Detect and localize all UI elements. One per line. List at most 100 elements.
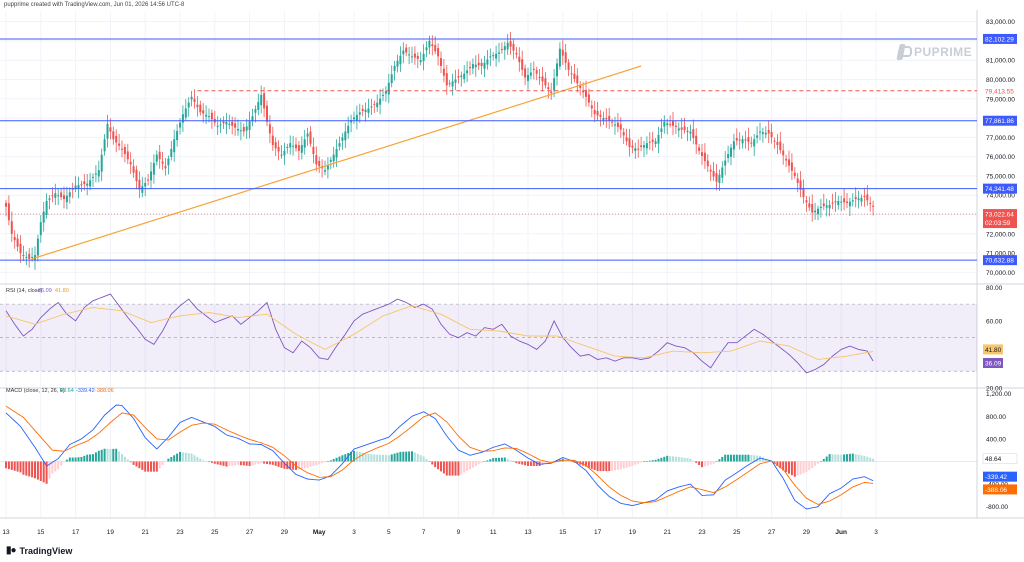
price-candle xyxy=(5,202,7,207)
macd-histogram-bar xyxy=(677,456,680,462)
macd-histogram-bar xyxy=(831,454,834,462)
price-candle xyxy=(57,195,60,197)
macd-histogram-bar xyxy=(22,461,25,475)
price-candle xyxy=(532,68,535,70)
price-level-label: 70,632.88 xyxy=(985,258,1014,265)
macd-histogram-bar xyxy=(669,456,672,462)
price-candle xyxy=(7,203,10,221)
macd-histogram-bar xyxy=(431,461,434,465)
macd-histogram-bar xyxy=(680,457,683,462)
price-candle xyxy=(97,170,100,177)
macd-histogram-bar xyxy=(869,457,872,462)
macd-histogram-bar xyxy=(660,457,663,462)
macd-histogram-bar xyxy=(718,459,721,462)
rsi-value-badge xyxy=(983,344,1003,355)
macd-histogram-bar xyxy=(593,461,596,470)
price-candle xyxy=(622,132,625,136)
time-tick-label: 7 xyxy=(422,529,426,536)
price-candle xyxy=(732,141,735,150)
price-candle xyxy=(660,128,663,133)
rsi-ma-value-legend: 41.80 xyxy=(55,288,69,294)
macd-histogram-bar xyxy=(637,461,640,464)
macd-histogram-bar xyxy=(422,456,425,462)
price-candle xyxy=(103,139,106,152)
macd-histogram-bar xyxy=(48,461,51,479)
price-candle xyxy=(10,221,13,234)
macd-histogram-bar xyxy=(123,456,126,462)
time-tick-label: 29 xyxy=(281,529,289,536)
macd-histogram-bar xyxy=(16,461,19,472)
price-candle xyxy=(645,143,648,149)
price-candle xyxy=(593,110,596,115)
price-candle xyxy=(326,165,329,170)
price-candle xyxy=(254,109,257,113)
macd-histogram-bar xyxy=(205,461,208,462)
macd-histogram-bar xyxy=(747,454,750,462)
macd-histogram-bar xyxy=(770,461,773,462)
price-candle xyxy=(863,195,866,198)
macd-histogram-bar xyxy=(796,461,799,476)
macd-histogram-bar xyxy=(640,461,643,463)
macd-histogram-bar xyxy=(202,460,205,462)
macd-histogram-bar xyxy=(848,453,851,462)
price-candle xyxy=(161,161,164,164)
macd-histogram-bar xyxy=(292,461,295,470)
price-candle xyxy=(524,68,527,78)
candle-countdown-label: 02:03:59 xyxy=(985,220,1011,227)
price-candle xyxy=(364,109,367,113)
price-candle xyxy=(466,70,469,74)
price-candle xyxy=(463,73,466,80)
price-candle xyxy=(538,77,541,79)
macd-histogram-bar xyxy=(614,461,616,471)
time-tick-label: 27 xyxy=(246,529,254,536)
price-candle xyxy=(851,200,854,202)
macd-histogram-bar xyxy=(306,461,309,468)
macd-histogram-bar xyxy=(152,461,155,472)
macd-histogram-bar xyxy=(303,461,306,469)
macd-histogram-bar xyxy=(808,461,811,471)
support-trendline[interactable] xyxy=(31,65,642,260)
price-candle xyxy=(65,195,68,203)
macd-histogram-bar xyxy=(440,461,442,472)
price-candle xyxy=(170,148,173,157)
macd-histogram-bar xyxy=(860,455,863,462)
price-candle xyxy=(799,180,802,191)
price-candle xyxy=(640,145,643,147)
price-candle xyxy=(828,204,831,209)
macd-histogram-bar xyxy=(622,461,625,469)
price-candle xyxy=(257,102,260,110)
brand-watermark: PUPRIME xyxy=(896,44,972,60)
price-candle xyxy=(94,173,97,175)
price-candle xyxy=(512,43,515,51)
price-candle xyxy=(74,185,77,189)
macd-histogram-bar xyxy=(109,449,112,462)
price-candle xyxy=(506,42,509,50)
macd-histogram-bar xyxy=(353,450,355,462)
macd-histogram-bar xyxy=(437,461,440,470)
price-candle xyxy=(756,135,759,138)
price-candle xyxy=(77,185,80,190)
price-candle xyxy=(118,143,121,146)
macd-histogram-bar xyxy=(341,455,344,462)
macd-histogram-bar xyxy=(587,461,590,468)
price-candle xyxy=(440,58,442,66)
macd-histogram-bar xyxy=(506,458,509,462)
price-candle xyxy=(561,49,564,56)
time-tick-label: 9 xyxy=(457,529,461,536)
macd-histogram-bar xyxy=(225,461,228,467)
price-candle xyxy=(208,116,210,118)
macd-histogram-bar xyxy=(228,461,231,467)
macd-histogram-bar xyxy=(469,461,471,470)
tradingview-logo[interactable]: ▮● TradingView xyxy=(6,545,72,556)
time-tick-label: 5 xyxy=(387,529,391,536)
price-candle xyxy=(712,171,715,177)
macd-histogram-bar xyxy=(434,461,437,468)
price-candle xyxy=(100,154,103,172)
price-candle xyxy=(147,179,150,181)
price-candle xyxy=(735,138,738,141)
price-candle xyxy=(324,170,326,172)
price-candle xyxy=(370,106,373,108)
price-candle xyxy=(460,75,463,78)
price-axis: 83,000.0082,000.0081,000.0080,000.0079,0… xyxy=(982,19,1018,511)
